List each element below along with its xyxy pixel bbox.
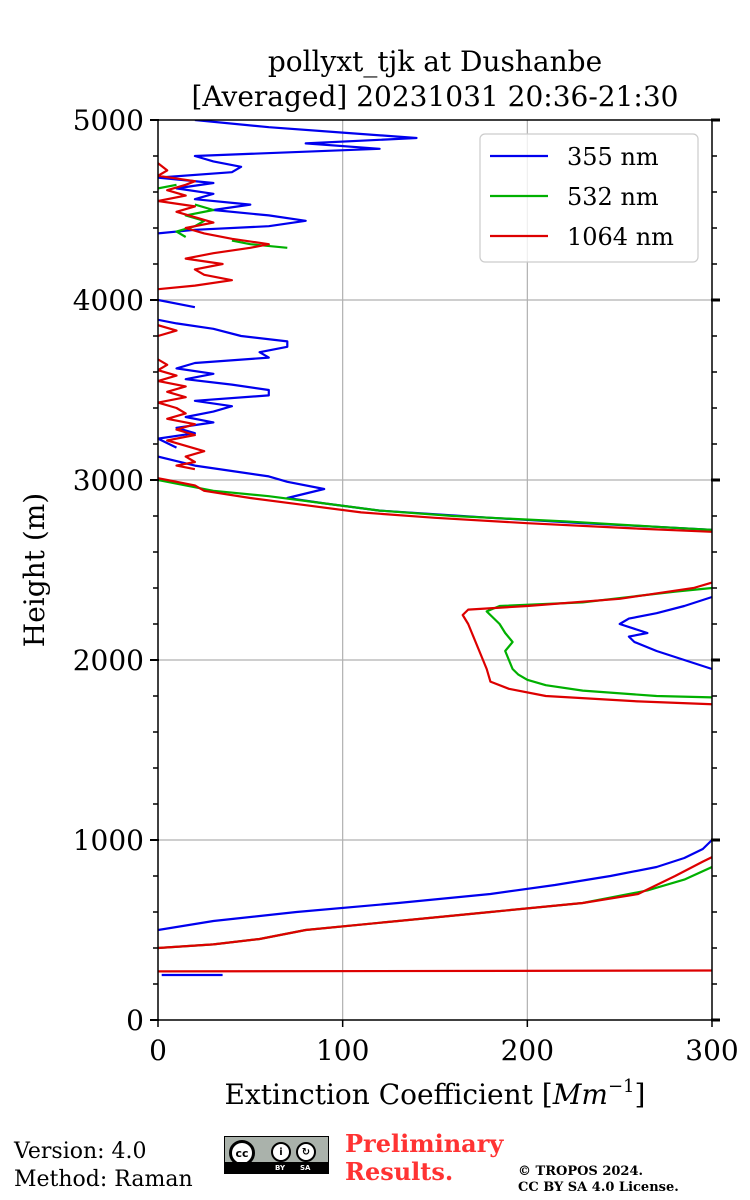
x-tick-label-2: 200 (501, 1034, 554, 1067)
x-tick-label-3: 300 (685, 1034, 738, 1067)
legend: 355 nm 532 nm 1064 nm (479, 133, 699, 263)
y-tick-label-1: 1000 (73, 824, 144, 857)
series-lines (158, 120, 712, 977)
chart-title-line1: pollyxt_tjk at Dushanbe (268, 45, 602, 78)
extinction-profile-chart: pollyxt_tjk at Dushanbe [Averaged] 20231… (18, 45, 739, 1111)
sa-share-icon: ↻ (296, 1142, 316, 1162)
series-line-1 (158, 183, 712, 950)
legend-box (479, 133, 699, 263)
series-line-0 (158, 120, 712, 977)
cc-by-sa-icon: cc i ↻ BY SA (224, 1136, 329, 1174)
cc-circle-icon: cc (229, 1140, 255, 1166)
chart-title-line2: [Averaged] 20231031 20:36-21:30 (192, 80, 679, 113)
cc-sa-text: SA (300, 1164, 311, 1172)
legend-label-532nm: 532 nm (567, 183, 659, 211)
footer-version-method: Version: 4.0 Method: Raman (14, 1138, 193, 1194)
x-tick-label-1: 100 (316, 1034, 369, 1067)
plot-frame (157, 119, 713, 1021)
y-tick-label-4: 4000 (73, 284, 144, 317)
y-tick-label-2: 2000 (73, 644, 144, 677)
y-tick-label-3: 3000 (73, 464, 144, 497)
y-axis-label: Height (m) (18, 493, 51, 647)
grid (158, 120, 712, 1020)
method-text: Method: Raman (14, 1167, 193, 1192)
x-axis-label: Extinction Coefficient [Mm−1] (225, 1076, 646, 1111)
legend-label-355nm: 355 nm (567, 143, 659, 171)
preliminary-notice: Preliminary Results. (345, 1129, 504, 1186)
cc-by-text: BY (275, 1164, 286, 1172)
version-text: Version: 4.0 (14, 1139, 147, 1164)
y-tick-label-0: 0 (126, 1004, 144, 1037)
series-line-2 (158, 162, 712, 973)
legend-label-1064nm: 1064 nm (567, 223, 674, 251)
by-person-icon: i (271, 1142, 291, 1162)
y-tick-label-5: 5000 (73, 104, 144, 137)
copyright-notice: © TROPOS 2024. CC BY SA 4.0 License. (518, 1164, 679, 1195)
x-tick-label-0: 0 (149, 1034, 167, 1067)
